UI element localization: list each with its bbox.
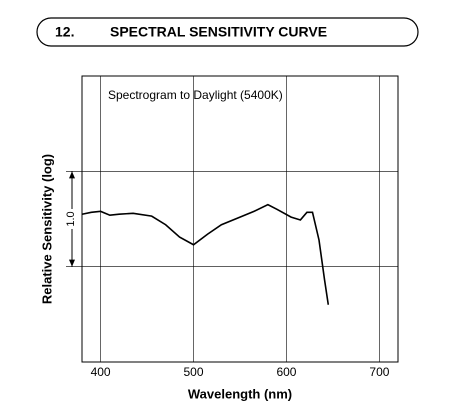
annotation: Spectrogram to Daylight (5400K) xyxy=(108,88,283,102)
curve xyxy=(81,203,330,305)
x-axis-label: Wavelength (nm) xyxy=(188,386,292,401)
section-title: SPECTRAL SENSITIVITY CURVE xyxy=(110,24,327,40)
x-tick-label: 600 xyxy=(276,365,296,379)
scale-label-bg xyxy=(64,209,78,229)
scale-label: 1.0 xyxy=(65,211,77,226)
plot-frame xyxy=(81,75,399,363)
section-number: 12. xyxy=(55,24,74,40)
x-tick-label: 700 xyxy=(369,365,389,379)
x-tick-label: 500 xyxy=(184,365,204,379)
section-box xyxy=(36,17,419,47)
x-tick-label: 400 xyxy=(91,365,111,379)
y-axis-label: Relative Sensitivity (log) xyxy=(39,154,54,304)
